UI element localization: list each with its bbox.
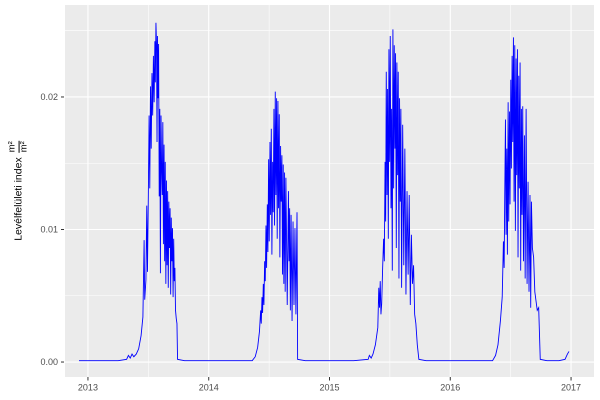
x-tick-label: 2015 xyxy=(319,383,339,393)
y-tick-label: 0.01 xyxy=(40,224,58,234)
lai-line xyxy=(79,22,570,362)
x-tick-label: 2014 xyxy=(199,383,219,393)
x-tick-label: 2016 xyxy=(440,383,460,393)
x-tick-label: 2017 xyxy=(561,383,581,393)
y-tick-label: 0.02 xyxy=(40,92,58,102)
x-tick-label: 2013 xyxy=(78,383,98,393)
y-tick-label: 0.00 xyxy=(40,357,58,367)
